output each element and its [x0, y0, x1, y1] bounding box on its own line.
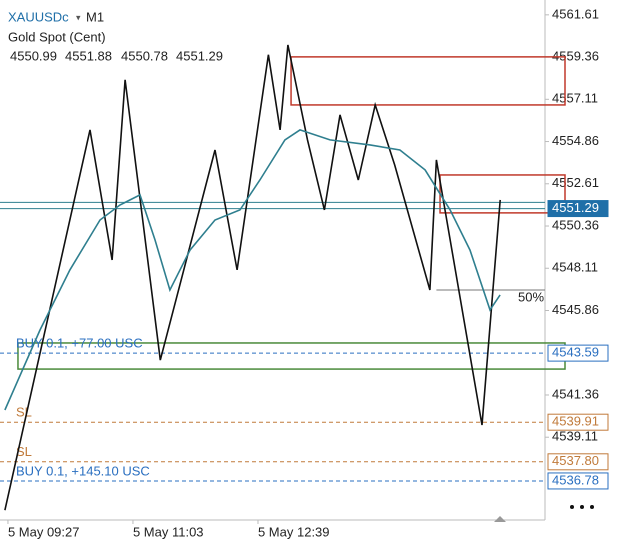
x-tick-label: 5 May 12:39	[258, 524, 330, 539]
menu-dot[interactable]	[580, 505, 584, 509]
price-box-label: 4551.29	[552, 200, 599, 215]
price-box	[547, 472, 609, 490]
ohlc: 4550.99 4551.88 4550.78 4551.29	[10, 48, 223, 63]
x-tick-label: 5 May 09:27	[8, 524, 80, 539]
price-line	[4, 44, 501, 511]
scroll-marker[interactable]	[494, 516, 506, 522]
price-box-label: 4543.59	[552, 345, 599, 360]
symbol[interactable]: XAUUSDc	[8, 9, 69, 24]
dropdown-arrow[interactable]: ▾	[76, 12, 81, 22]
x-tick-label: 5 May 11:03	[133, 524, 204, 539]
open: 4550.99	[10, 48, 57, 63]
order-label: BUY 0.1, +145.10 USC	[16, 463, 150, 478]
price-box-label: 4537.80	[552, 453, 599, 468]
y-tick-label: 4559.36	[552, 49, 599, 64]
price-box-label: 4539.91	[552, 414, 599, 429]
price-box	[547, 200, 609, 218]
y-tick-label: 4539.11	[552, 429, 598, 444]
price-box	[547, 344, 609, 362]
price-box-label: 4536.78	[552, 472, 599, 487]
subtitle: Gold Spot (Cent)	[8, 29, 106, 44]
order-label: SL	[16, 444, 32, 459]
zone	[290, 56, 566, 106]
y-tick-label: 4554.86	[552, 133, 599, 148]
order-label: BUY 0.1, +77.00 USC	[16, 336, 143, 351]
y-tick-label: 4545.86	[552, 302, 599, 317]
y-tick-label: 4561.61	[552, 6, 599, 21]
y-tick-label: 4541.36	[552, 386, 599, 401]
high: 4551.88	[65, 48, 112, 63]
menu-dot[interactable]	[590, 505, 594, 509]
timeframe[interactable]: M1	[86, 9, 104, 24]
order-label: SL	[16, 405, 32, 420]
price-box	[547, 413, 609, 431]
price-line	[4, 129, 501, 411]
price-box	[547, 453, 609, 471]
y-tick-label: 4552.61	[552, 175, 599, 190]
low: 4550.78	[121, 48, 168, 63]
y-tick-label: 4557.11	[552, 91, 598, 106]
level-label: 50%	[518, 289, 544, 304]
y-tick-label: 4550.36	[552, 217, 599, 232]
y-tick-label: 4548.11	[552, 260, 598, 275]
menu-dot[interactable]	[570, 505, 574, 509]
close: 4551.29	[176, 48, 223, 63]
